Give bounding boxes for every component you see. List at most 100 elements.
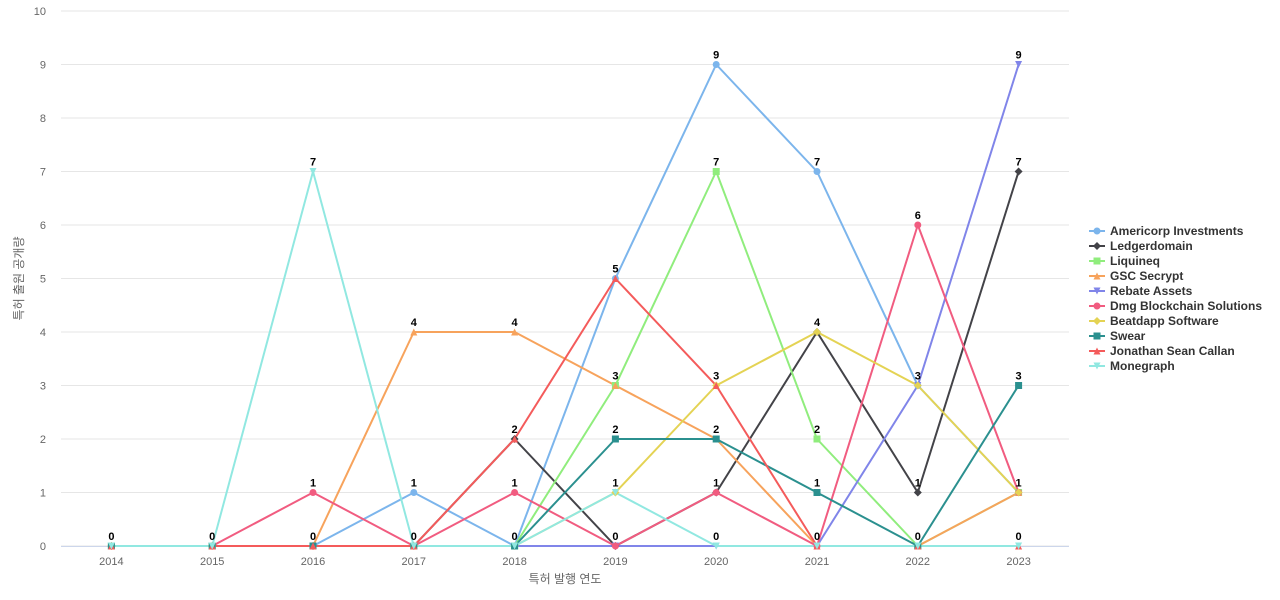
y-tick-label: 5 xyxy=(40,274,46,286)
legend-item[interactable]: Beatdapp Software xyxy=(1089,314,1219,328)
data-label: 0 xyxy=(108,531,114,543)
x-tick-label: 2020 xyxy=(704,556,728,568)
legend-label: Beatdapp Software xyxy=(1110,314,1219,328)
data-point xyxy=(712,435,720,443)
data-point xyxy=(410,489,418,496)
legend-swatch-marker xyxy=(1093,272,1101,280)
data-label: 1 xyxy=(713,478,719,490)
legend-item[interactable]: Jonathan Sean Callan xyxy=(1089,344,1235,358)
legend-item[interactable]: Dmg Blockchain Solutions xyxy=(1089,299,1262,313)
series-lines xyxy=(110,63,1020,547)
data-label: 7 xyxy=(713,157,719,169)
x-tick-label: 2015 xyxy=(200,556,224,568)
data-point xyxy=(1014,167,1023,176)
data-point xyxy=(107,542,115,550)
data-label: 3 xyxy=(612,371,618,383)
y-tick-label: 0 xyxy=(40,541,46,553)
legend-item[interactable]: Swear xyxy=(1089,329,1146,343)
legend-label: Americorp Investments xyxy=(1110,224,1244,238)
data-label: 2 xyxy=(713,424,719,436)
x-tick-label: 2019 xyxy=(603,556,627,568)
data-point xyxy=(309,168,317,175)
x-tick-label: 2017 xyxy=(402,556,426,568)
data-label: 0 xyxy=(411,531,417,543)
data-label: 3 xyxy=(713,371,719,383)
series-line xyxy=(110,63,1020,547)
legend-swatch-marker xyxy=(1093,302,1101,310)
y-tick-label: 6 xyxy=(40,220,46,232)
data-point xyxy=(712,542,720,550)
series-markers xyxy=(107,61,1023,550)
series-line xyxy=(110,170,1020,547)
data-label: 1 xyxy=(512,478,518,490)
data-point xyxy=(913,488,922,497)
x-tick-label: 2023 xyxy=(1006,556,1030,568)
data-label: 4 xyxy=(512,317,519,329)
legend-label: Rebate Assets xyxy=(1110,284,1193,298)
y-tick-label: 7 xyxy=(40,167,46,179)
gridlines xyxy=(61,10,1069,547)
x-axis-title: 특허 발행 연도 xyxy=(529,571,602,586)
data-point xyxy=(712,489,720,496)
series-line xyxy=(110,63,1020,547)
data-point xyxy=(208,542,216,550)
legend-item[interactable]: Liquineq xyxy=(1089,254,1160,268)
data-label: 3 xyxy=(1016,371,1022,383)
data-point xyxy=(712,168,720,175)
data-label: 1 xyxy=(814,478,820,490)
x-tick-label: 2022 xyxy=(906,556,930,568)
data-label: 9 xyxy=(713,50,719,62)
data-point xyxy=(511,489,519,496)
data-label: 4 xyxy=(814,317,821,329)
data-label: 4 xyxy=(411,317,418,329)
x-tick-label: 2014 xyxy=(99,556,123,568)
data-label: 1 xyxy=(915,478,921,490)
data-point xyxy=(511,328,519,336)
x-tick-label: 2021 xyxy=(805,556,829,568)
data-label: 1 xyxy=(310,478,316,490)
data-point xyxy=(813,435,821,443)
data-point xyxy=(813,542,821,550)
data-point xyxy=(712,61,720,68)
legend-swatch-marker xyxy=(1093,347,1101,355)
data-label: 1 xyxy=(411,478,417,490)
legend-item[interactable]: Ledgerdomain xyxy=(1089,239,1193,253)
data-point xyxy=(611,382,619,389)
data-point xyxy=(611,275,619,282)
data-label: 2 xyxy=(512,424,518,436)
y-tick-label: 3 xyxy=(40,381,46,393)
data-point xyxy=(611,542,619,550)
legend-label: Dmg Blockchain Solutions xyxy=(1110,299,1262,313)
legend-swatch-marker xyxy=(1093,257,1101,265)
y-tick-label: 10 xyxy=(34,6,46,18)
data-point xyxy=(611,435,619,443)
legend-label: Swear xyxy=(1110,329,1146,343)
data-point xyxy=(511,542,519,550)
legend-swatch-marker xyxy=(1093,227,1101,235)
legend-item[interactable]: Americorp Investments xyxy=(1089,224,1244,238)
legend-item[interactable]: GSC Secrypt xyxy=(1089,269,1183,283)
legend-label: Ledgerdomain xyxy=(1110,239,1193,253)
data-point xyxy=(913,381,922,390)
y-tick-label: 2 xyxy=(40,434,46,446)
data-point xyxy=(309,542,317,550)
data-point xyxy=(914,542,922,550)
data-label: 0 xyxy=(310,531,316,543)
x-tick-label: 2016 xyxy=(301,556,325,568)
legend-label: Monegraph xyxy=(1110,359,1175,373)
data-point xyxy=(309,489,317,496)
legend: Americorp InvestmentsLedgerdomainLiquine… xyxy=(1089,224,1262,373)
legend-item[interactable]: Monegraph xyxy=(1089,359,1175,373)
data-label: 7 xyxy=(310,157,316,169)
data-point xyxy=(1015,382,1023,389)
y-axis-title: 특허 출원 공개량 xyxy=(12,237,26,321)
data-label: 5 xyxy=(612,264,618,276)
legend-label: Liquineq xyxy=(1110,254,1160,268)
data-point xyxy=(1015,542,1023,550)
legend-label: Jonathan Sean Callan xyxy=(1110,344,1235,358)
data-point xyxy=(410,328,418,336)
legend-item[interactable]: Rebate Assets xyxy=(1089,284,1193,298)
data-label: 1 xyxy=(1016,478,1022,490)
